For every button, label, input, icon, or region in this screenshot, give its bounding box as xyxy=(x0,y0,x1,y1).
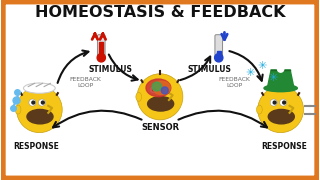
Ellipse shape xyxy=(153,81,170,95)
Polygon shape xyxy=(217,51,221,57)
Ellipse shape xyxy=(15,105,21,114)
Circle shape xyxy=(97,54,105,62)
Ellipse shape xyxy=(257,105,262,114)
Text: STIMULUS: STIMULUS xyxy=(89,65,133,74)
Text: ✳: ✳ xyxy=(268,73,277,83)
Ellipse shape xyxy=(136,92,141,101)
Circle shape xyxy=(29,99,36,106)
Circle shape xyxy=(270,99,277,106)
Ellipse shape xyxy=(268,109,294,124)
Circle shape xyxy=(283,101,285,104)
Ellipse shape xyxy=(161,87,168,94)
Polygon shape xyxy=(99,42,103,57)
Ellipse shape xyxy=(23,83,55,93)
Circle shape xyxy=(149,86,156,93)
FancyBboxPatch shape xyxy=(98,35,105,58)
Circle shape xyxy=(159,86,166,93)
FancyBboxPatch shape xyxy=(215,35,222,58)
Text: ✳: ✳ xyxy=(246,68,255,78)
Circle shape xyxy=(162,88,165,91)
Circle shape xyxy=(280,99,287,106)
Ellipse shape xyxy=(146,79,171,97)
Circle shape xyxy=(215,54,223,62)
Text: SENSOR: SENSOR xyxy=(141,123,179,132)
Circle shape xyxy=(277,66,284,72)
Circle shape xyxy=(258,87,303,133)
Circle shape xyxy=(273,101,276,104)
Ellipse shape xyxy=(27,109,53,124)
Circle shape xyxy=(137,74,183,120)
Text: ✳: ✳ xyxy=(257,61,266,71)
Ellipse shape xyxy=(152,82,162,91)
Circle shape xyxy=(41,101,44,104)
Ellipse shape xyxy=(148,97,174,111)
Text: RESPONSE: RESPONSE xyxy=(261,142,307,151)
Polygon shape xyxy=(267,70,294,88)
FancyBboxPatch shape xyxy=(2,1,318,179)
Circle shape xyxy=(17,87,62,133)
Circle shape xyxy=(153,88,156,91)
Text: FEEDBACK
LOOP: FEEDBACK LOOP xyxy=(219,77,251,88)
Text: STIMULUS: STIMULUS xyxy=(187,65,231,74)
Text: FEEDBACK
LOOP: FEEDBACK LOOP xyxy=(69,77,101,88)
Text: RESPONSE: RESPONSE xyxy=(13,142,59,151)
Circle shape xyxy=(38,99,45,106)
Ellipse shape xyxy=(264,85,297,92)
Circle shape xyxy=(32,101,35,104)
Text: HOMEOSTASIS & FEEDBACK: HOMEOSTASIS & FEEDBACK xyxy=(35,5,285,20)
